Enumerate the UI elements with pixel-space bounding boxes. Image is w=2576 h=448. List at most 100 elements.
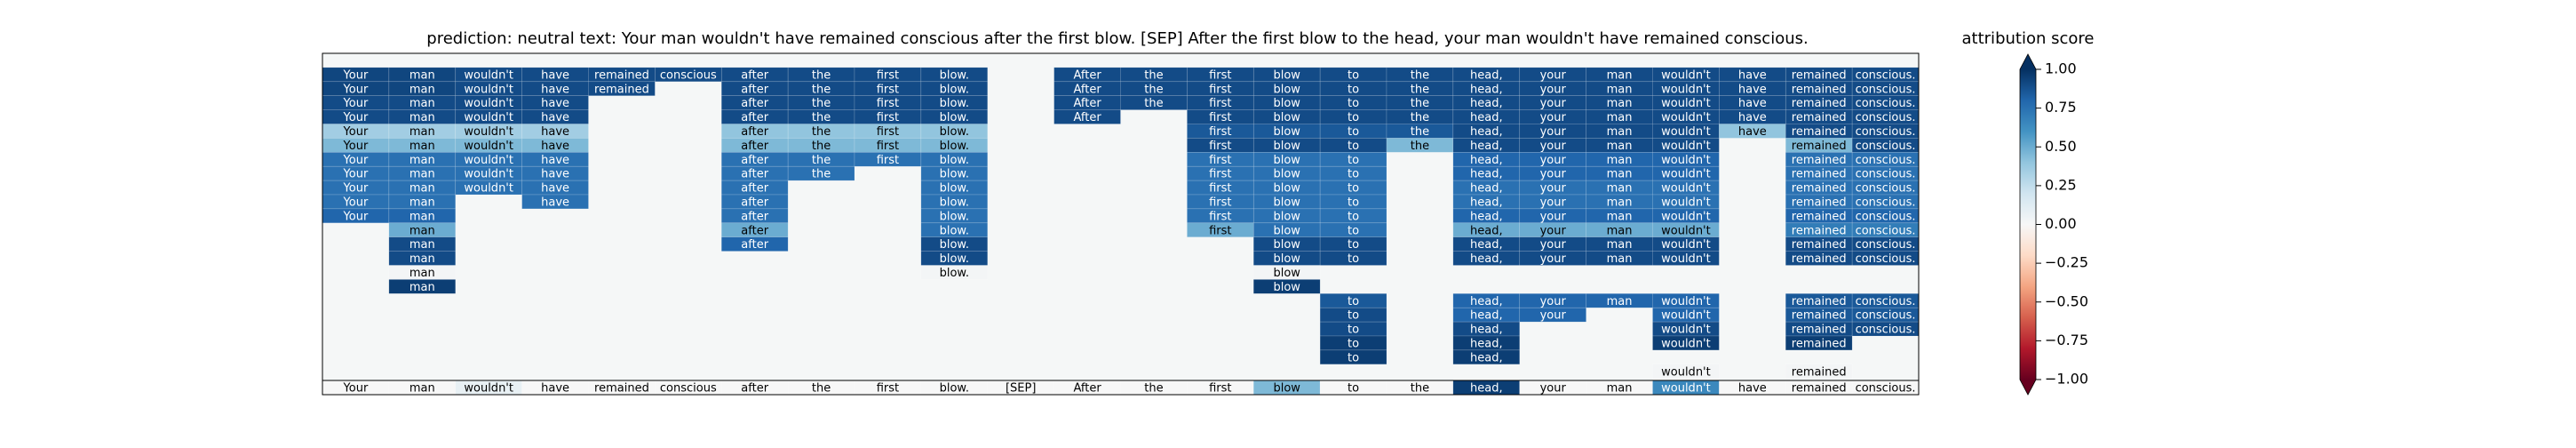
cell-token: the <box>1411 125 1429 139</box>
cell-token: man <box>1607 111 1633 124</box>
heat-cell <box>1785 364 1853 379</box>
cell-token: first <box>1209 210 1231 223</box>
cell-token: man <box>1607 196 1633 209</box>
heat-cell <box>388 279 457 294</box>
cell-token: your <box>1540 252 1567 266</box>
cell-token: conscious. <box>1856 97 1916 110</box>
cell-token: your <box>1540 97 1567 110</box>
cell-token: wouldn't <box>1661 238 1711 252</box>
colorbar-extend-bottom <box>2020 380 2036 395</box>
cell-token: blow. <box>940 83 969 96</box>
cell-token: after <box>741 83 768 96</box>
heat-cell <box>720 236 789 252</box>
cell-token: conscious. <box>1856 224 1916 237</box>
cell-token: blow <box>1273 97 1300 110</box>
cell-token: to <box>1348 309 1359 323</box>
cell-token: have <box>541 381 569 395</box>
cell-token: blow <box>1273 210 1300 223</box>
cell-token: man <box>409 154 435 167</box>
cell-token: have <box>541 182 569 196</box>
cell-token: remained <box>1792 140 1847 153</box>
cell-token: the <box>812 111 831 124</box>
cell-token: wouldn't <box>1661 210 1711 223</box>
cell-token: the <box>1411 381 1429 395</box>
cell-token: wouldn't <box>1661 140 1711 153</box>
cell-token: wouldn't <box>464 83 513 96</box>
cell-token: blow. <box>940 210 969 223</box>
cell-token: remained <box>1792 154 1847 167</box>
cell-token: conscious. <box>1856 252 1916 266</box>
cell-token: head, <box>1470 295 1503 308</box>
cell-token: remained <box>1792 324 1847 337</box>
cell-token: After <box>1073 97 1101 110</box>
heat-cell <box>1652 364 1720 379</box>
cell-token: man <box>409 111 435 124</box>
cell-token: wouldn't <box>464 140 513 153</box>
cell-token: remained <box>594 68 649 82</box>
cell-token: man <box>1607 182 1633 196</box>
cell-token: to <box>1348 324 1359 337</box>
cell-token: have <box>541 97 569 110</box>
cell-token: blow <box>1273 168 1300 181</box>
cell-token: head, <box>1470 309 1503 323</box>
cell-token: after <box>741 154 768 167</box>
colorbar-tick-label: 0.25 <box>2045 176 2077 193</box>
cell-token: blow. <box>940 111 969 124</box>
cell-token: head, <box>1470 140 1503 153</box>
cell-token: wouldn't <box>464 111 513 124</box>
cell-token: first <box>877 125 899 139</box>
cell-token: have <box>541 154 569 167</box>
cell-token: conscious. <box>1856 111 1916 124</box>
cell-token: conscious <box>660 381 717 395</box>
cell-token: head, <box>1470 210 1503 223</box>
cell-token: Your <box>343 210 369 223</box>
cell-token: to <box>1348 154 1359 167</box>
cell-token: blow. <box>940 238 969 252</box>
cell-token: wouldn't <box>1661 196 1711 209</box>
cell-token: head, <box>1470 337 1503 350</box>
cell-token: remained <box>1792 111 1847 124</box>
cell-token: your <box>1540 83 1567 96</box>
cell-token: blow. <box>940 381 969 395</box>
cell-token: wouldn't <box>1661 97 1711 110</box>
cell-token: blow. <box>940 125 969 139</box>
cell-token: blow. <box>940 140 969 153</box>
cell-token: to <box>1348 168 1359 181</box>
cell-token: your <box>1540 196 1567 209</box>
cell-token: wouldn't <box>1661 83 1711 96</box>
cell-token: blow. <box>940 168 969 181</box>
heat-cell <box>521 165 589 181</box>
cell-token: Your <box>343 381 369 395</box>
cell-token: first <box>1209 224 1231 237</box>
cell-token: after <box>741 168 768 181</box>
cell-token: conscious. <box>1856 140 1916 153</box>
cell-token: man <box>409 196 435 209</box>
cell-token: the <box>1144 381 1163 395</box>
cell-token: head, <box>1470 196 1503 209</box>
colorbar-extend-top <box>2020 54 2036 69</box>
cell-token: your <box>1540 182 1567 196</box>
cell-token: first <box>1209 154 1231 167</box>
cell-token: man <box>1607 154 1633 167</box>
cell-token: Your <box>343 182 369 196</box>
heat-cell <box>1652 335 1720 351</box>
cell-token: remained <box>1792 224 1847 237</box>
cell-token: to <box>1348 111 1359 124</box>
cell-token: wouldn't <box>1661 111 1711 124</box>
cell-token: first <box>877 154 899 167</box>
cell-token: conscious. <box>1856 210 1916 223</box>
cell-token: blow <box>1273 154 1300 167</box>
cell-token: Your <box>343 111 369 124</box>
cell-token: wouldn't <box>1661 182 1711 196</box>
cell-token: head, <box>1470 182 1503 196</box>
cell-token: blow. <box>940 154 969 167</box>
cell-token: have <box>1738 68 1767 82</box>
cell-token: blow <box>1273 281 1300 294</box>
cell-token: head, <box>1470 83 1503 96</box>
heat-cell <box>1652 251 1720 266</box>
cell-token: head, <box>1470 125 1503 139</box>
cell-token: Your <box>343 125 369 139</box>
cell-token: man <box>1607 238 1633 252</box>
cell-token: head, <box>1470 324 1503 337</box>
cell-token: after <box>741 125 768 139</box>
